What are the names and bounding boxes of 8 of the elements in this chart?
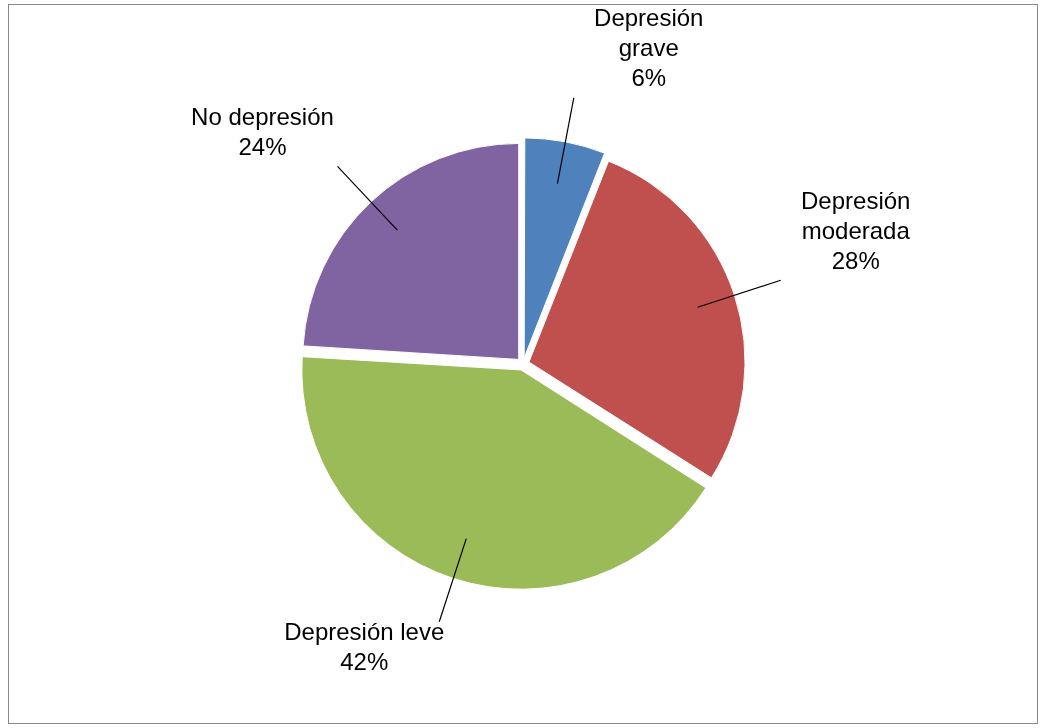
slice-label: No depresión <box>191 103 334 131</box>
data-label: 28% <box>831 246 880 274</box>
slice-label: Depresión moderada <box>801 186 911 244</box>
slice-label: Depresión grave <box>594 4 704 62</box>
data-label: 24% <box>238 133 287 161</box>
data-label: 6% <box>631 64 667 92</box>
slice-label: Depresión leve <box>284 618 445 646</box>
data-label: 42% <box>340 648 389 676</box>
